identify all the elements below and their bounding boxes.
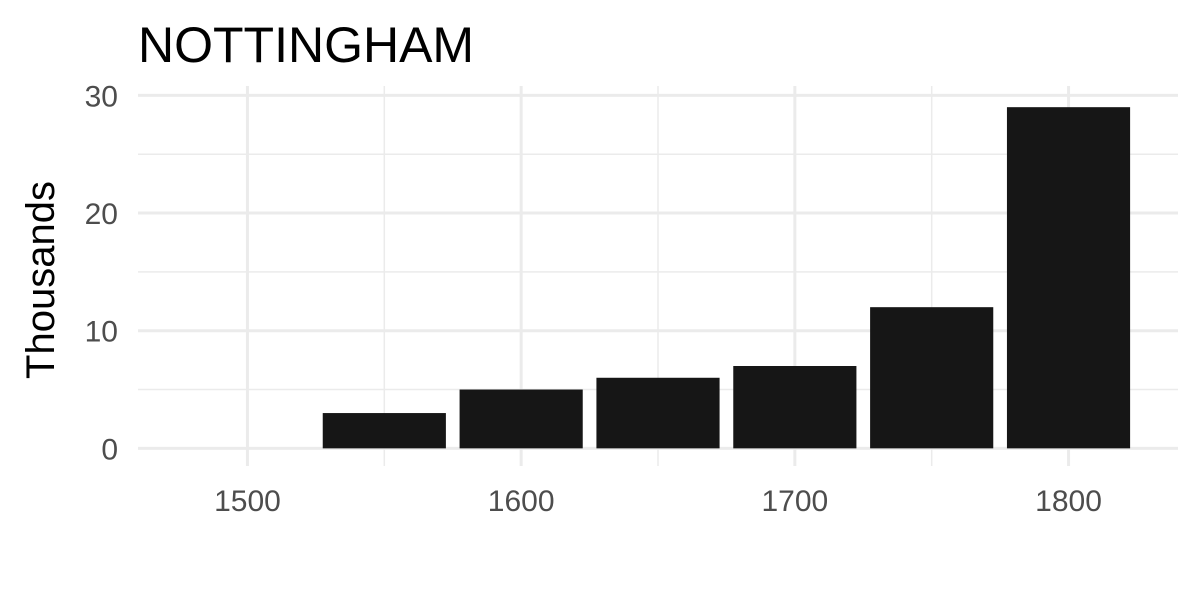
y-axis-label: Thousands [19, 181, 63, 379]
y-axis-ticks: 0 10 20 30 [85, 80, 118, 466]
bar [1006, 107, 1131, 449]
y-tick-label: 20 [85, 198, 118, 231]
bar [322, 413, 446, 449]
y-tick-label: 0 [101, 433, 118, 466]
x-tick-label: 1500 [214, 485, 281, 518]
bars [322, 107, 1131, 449]
chart-title: NOTTINGHAM [138, 17, 474, 73]
x-tick-label: 1700 [761, 485, 828, 518]
bar [733, 366, 857, 449]
x-axis-ticks: 1500 1600 1700 1800 [214, 485, 1102, 518]
bar [870, 307, 994, 449]
bar [459, 389, 583, 449]
x-tick-label: 1800 [1035, 485, 1102, 518]
y-tick-label: 10 [85, 316, 118, 349]
y-tick-label: 30 [85, 80, 118, 113]
x-tick-label: 1600 [488, 485, 555, 518]
bar [596, 377, 720, 449]
